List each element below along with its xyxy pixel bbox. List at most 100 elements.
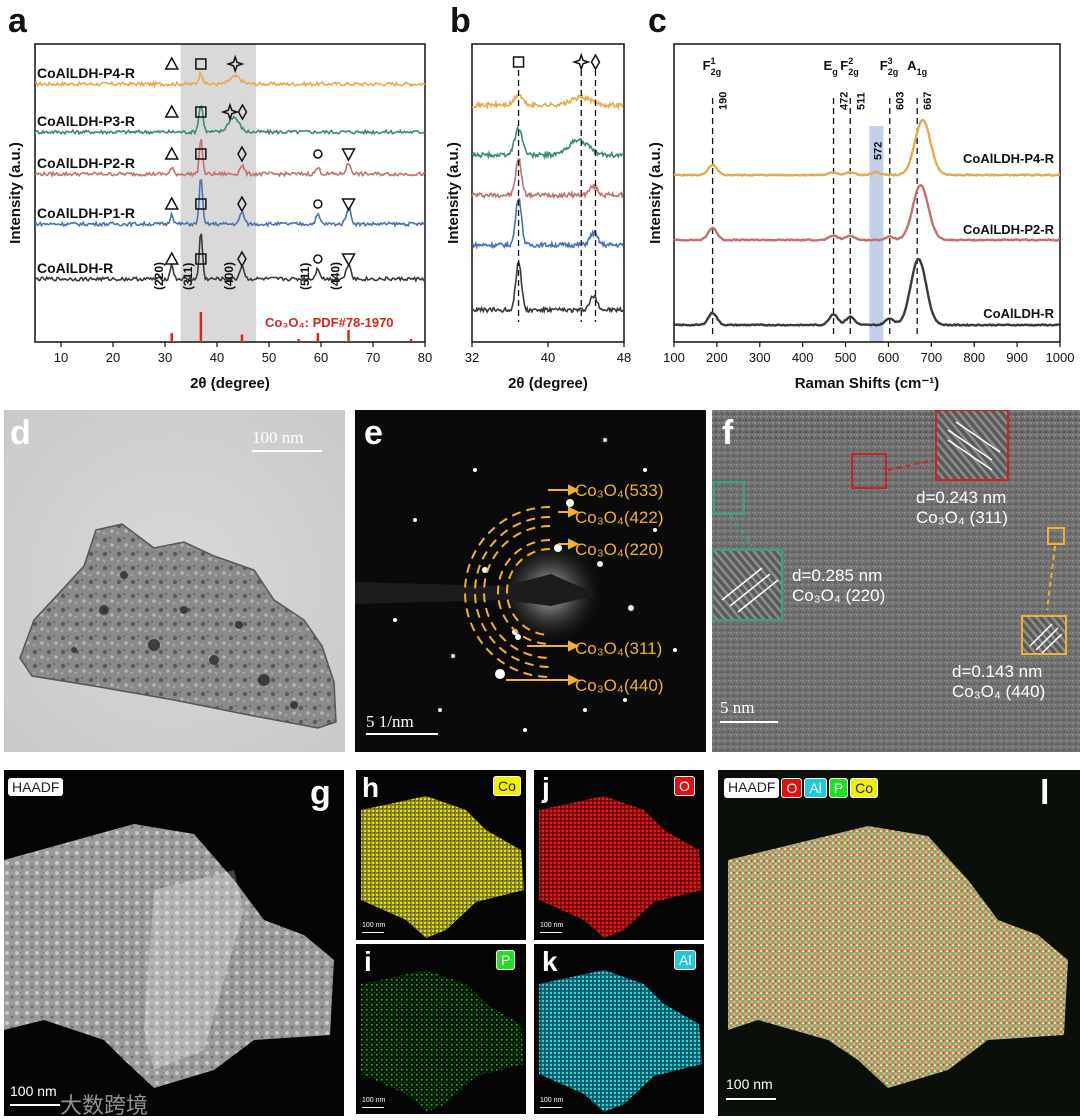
series-label: CoAlLDH-P1-R	[37, 205, 135, 221]
panel-g	[4, 770, 344, 1116]
element-tag-o: O	[674, 776, 695, 796]
element-tag-al: Al	[674, 950, 697, 970]
d-spacing-220: d=0.285 nm	[792, 566, 883, 585]
marker-triangle	[164, 56, 180, 70]
x-tick-label: 100	[663, 350, 685, 365]
x-tick-label: 400	[792, 350, 814, 365]
x-tick-label: 20	[106, 350, 120, 365]
plane-220: Co₃O₄ (220)	[792, 586, 886, 605]
hkl-label: (400)	[222, 262, 236, 290]
panel-label-a: a	[8, 2, 27, 40]
x-tick-label: 48	[617, 350, 631, 365]
hrtem-image	[712, 410, 1080, 752]
ring-arrow-head	[568, 506, 580, 518]
marker-triangle	[164, 196, 180, 210]
y-axis-label: Intensity (a.u.)	[7, 142, 24, 244]
series-label: CoAlLDH-P4-R	[963, 151, 1055, 166]
scale-bar-label-e: 5 1/nm	[366, 712, 414, 731]
panel-label-b: b	[450, 2, 471, 40]
ring-arcs	[464, 506, 551, 678]
x-tick-label: 40	[541, 350, 555, 365]
x-tick-label: 40	[210, 350, 224, 365]
x-tick-label: 50	[262, 350, 276, 365]
tem-image	[4, 410, 345, 752]
plot-frame	[673, 43, 1061, 343]
marker-square	[512, 56, 525, 68]
mode-value: 603	[895, 92, 907, 110]
series-line	[34, 138, 425, 178]
marker-circle	[313, 149, 323, 159]
mode-value: 511	[855, 92, 867, 110]
d-spacing-440: d=0.143 nm	[952, 662, 1043, 681]
roi-box-orange	[1047, 527, 1065, 545]
panel-label-g: g	[310, 774, 331, 812]
y-axis-label: Intensity (a.u.)	[647, 142, 664, 244]
panel-b: 32 40 48 2θ (degree) Intensity (a.u.)	[440, 0, 640, 400]
panel-label-d: d	[10, 414, 31, 452]
inset-red	[935, 410, 1009, 481]
hkl-label: (311)	[181, 263, 195, 290]
marker-square	[195, 253, 207, 265]
panel-f	[712, 410, 1080, 752]
x-tick-label: 900	[1006, 350, 1028, 365]
marker-circle	[313, 254, 323, 264]
series-label: CoAlLDH-P2-R	[37, 155, 135, 171]
mode-value: 472	[839, 92, 851, 110]
marker-square	[195, 198, 207, 210]
series-line	[673, 184, 1061, 242]
ring-arrow-head	[568, 674, 580, 686]
marker-square	[195, 58, 207, 70]
x-tick-label: 32	[465, 350, 479, 365]
diffraction-spots	[393, 438, 677, 732]
scale-bar-l	[726, 1098, 776, 1100]
ring-arrow-head	[568, 640, 580, 652]
mode-label: F1 2g	[703, 56, 721, 77]
series-line	[34, 179, 426, 228]
panel-l	[718, 770, 1080, 1116]
series-line	[471, 198, 624, 250]
fringe-marks-red	[947, 421, 1001, 471]
roi-box-green	[713, 481, 745, 515]
watermark: 大数跨境	[60, 1094, 149, 1119]
shaded-region	[180, 44, 256, 342]
scale-bar-d	[252, 450, 322, 452]
series-line	[471, 125, 624, 160]
mode-label: F2 2g	[840, 56, 858, 77]
scale-bar-f	[720, 721, 778, 723]
hkl-label: (511)	[298, 263, 312, 290]
xrd-chart: CoAlLDH-P4-R CoAlLDH-P3-R CoAlLDH-P2-R CoAl…	[7, 43, 432, 392]
panel-c: 572 F1 2g 190 Eg 472 F2 2g 511 F3 2g 603 A1g 667 CoAlL…	[640, 0, 1080, 400]
panel-label-k: k	[542, 946, 558, 977]
marker-triangle	[164, 104, 180, 118]
panel-label-h: h	[362, 772, 380, 803]
nanosheet	[19, 523, 337, 729]
series-label: CoAlLDH-P2-R	[963, 222, 1055, 237]
ring-arrow-head	[568, 484, 580, 496]
ring-label-440: Co₃O₄(440)	[575, 676, 664, 695]
panel-label-c: c	[648, 2, 667, 40]
panel-i	[356, 944, 526, 1114]
x-tick-label: 70	[366, 350, 380, 365]
hkl-label: (220)	[152, 262, 166, 290]
scale-bar-label-j: 100 nm	[540, 922, 564, 929]
overlay-tag-haadf: HAADF	[724, 778, 780, 798]
annotation-220: d=0.285 nm Co₃O₄ (220)	[792, 566, 885, 606]
scale-bar-label-h: 100 nm	[362, 922, 386, 929]
panel-d	[4, 410, 345, 752]
marker-star	[225, 54, 245, 74]
scale-bar-label-g: 100 nm	[10, 1083, 57, 1099]
ring-label-533: Co₃O₄(533)	[575, 481, 664, 500]
overlay-sheet	[728, 826, 1068, 1088]
marker-star	[220, 102, 240, 122]
scale-bar-i	[362, 1107, 384, 1108]
mode-label: Eg	[824, 58, 838, 77]
x-tick-label: 800	[963, 350, 985, 365]
raman-chart: 572 F1 2g 190 Eg 472 F2 2g 511 F3 2g 603 A1g 667 CoAlL…	[647, 43, 1075, 392]
saed-pattern	[355, 438, 677, 732]
xrd-zoom-chart: 32 40 48 2θ (degree) Intensity (a.u.)	[445, 43, 631, 392]
x-tick-label: 1000	[1046, 350, 1075, 365]
element-tag-p: P	[496, 950, 516, 970]
marker-triangle	[164, 251, 180, 265]
x-axis-label: 2θ (degree)	[190, 375, 270, 392]
plane-440: Co₃O₄ (440)	[952, 682, 1046, 701]
